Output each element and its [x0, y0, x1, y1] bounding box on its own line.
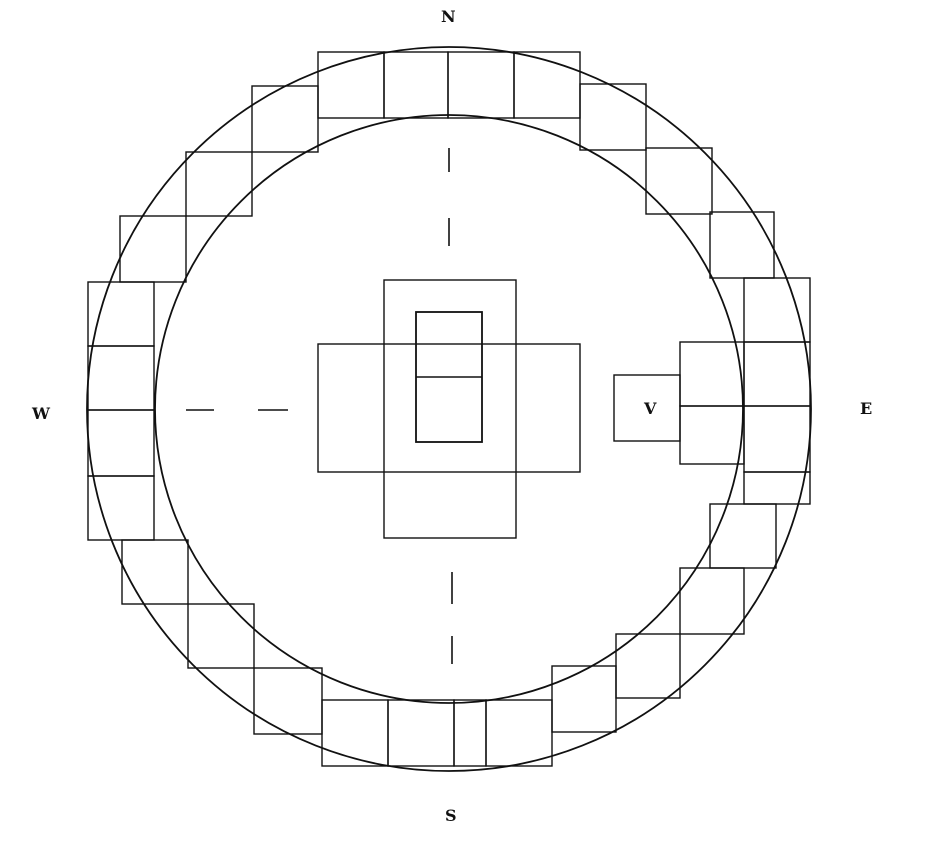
ring-block: [743, 471, 811, 505]
north-label: N: [441, 7, 456, 26]
marker-block: [613, 374, 681, 442]
outer-circle: [86, 46, 812, 772]
ring-block: [453, 699, 487, 767]
ring-block: [679, 341, 745, 407]
axis-dashes: [186, 148, 453, 664]
block-ring: [87, 51, 811, 767]
ring-block: [321, 699, 389, 767]
east-label: E: [860, 399, 872, 418]
inner-circle: [154, 114, 744, 704]
ring-block: [121, 539, 189, 605]
ring-block: [317, 51, 385, 119]
ring-block: [709, 211, 775, 279]
south-label: S: [445, 806, 457, 825]
ring-block: [185, 151, 253, 217]
ring-block: [709, 503, 777, 569]
ring-block: [87, 345, 155, 411]
ring-block: [87, 281, 155, 347]
marker-label: V: [643, 399, 657, 418]
ring-block: [251, 85, 319, 153]
ring-block: [579, 83, 647, 151]
ring-block: [119, 215, 187, 283]
ring-block: [513, 51, 581, 119]
ring-block: [187, 603, 255, 669]
ring-block: [383, 51, 449, 119]
ring-block: [679, 567, 745, 635]
ring-block: [743, 341, 811, 407]
ring-block: [743, 277, 811, 343]
ring-block: [645, 147, 713, 215]
central-vertical-block: [383, 279, 517, 539]
central-horizontal-block: [317, 343, 581, 473]
ring-block: [447, 51, 515, 119]
west-label: W: [31, 404, 51, 423]
ring-block: [485, 699, 553, 767]
central-structure: [317, 279, 581, 539]
ring-block: [87, 409, 155, 477]
ring-block: [87, 475, 155, 541]
ring-block: [253, 667, 323, 735]
ring-block: [743, 405, 811, 473]
ring-block: [387, 699, 455, 767]
ring-block: [551, 665, 617, 733]
ring-block: [679, 405, 745, 465]
